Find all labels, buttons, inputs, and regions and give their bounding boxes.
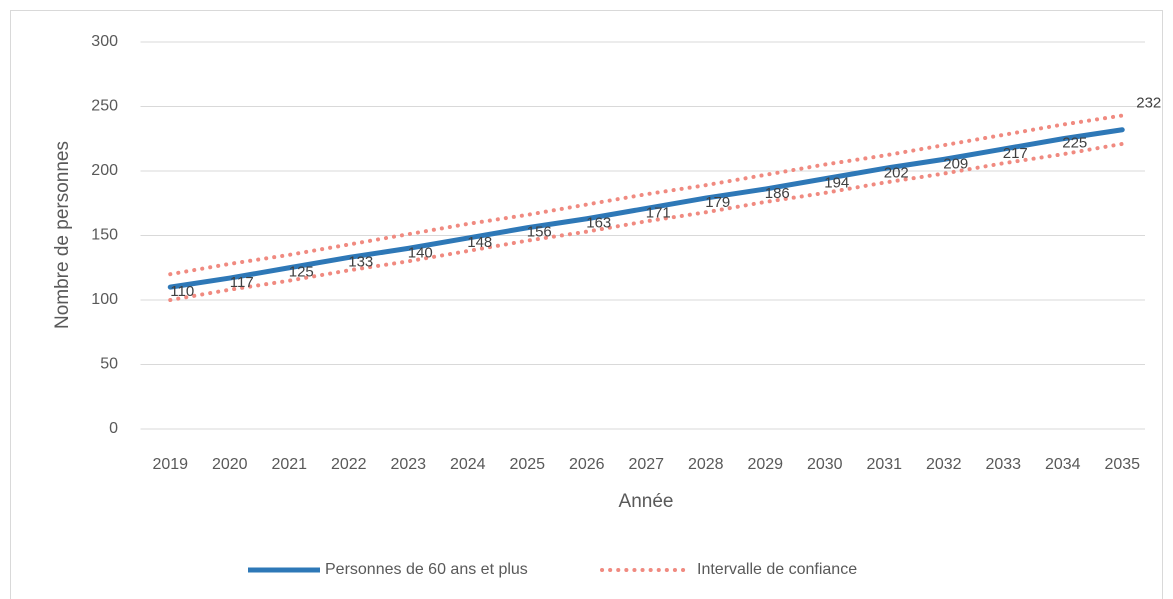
x-tick-label: 2022 <box>331 456 367 473</box>
series-line <box>167 127 1125 290</box>
x-tick-label: 2021 <box>271 456 307 473</box>
chart-border <box>10 10 1163 599</box>
x-tick-label: 2024 <box>450 456 486 473</box>
y-tick-label: 0 <box>109 420 118 437</box>
x-tick-label: 2031 <box>866 456 902 473</box>
x-tick-label: 2027 <box>628 456 664 473</box>
y-tick-label: 50 <box>100 356 118 373</box>
y-tick-label: 300 <box>91 33 118 50</box>
y-tick-label: 100 <box>91 291 118 308</box>
data-label: 110 <box>170 283 194 300</box>
x-tick-label: 2023 <box>390 456 426 473</box>
data-label: 171 <box>646 204 671 221</box>
data-label: 225 <box>1062 135 1087 152</box>
x-tick-label: 2019 <box>152 456 188 473</box>
confidence-lower <box>168 141 1125 302</box>
data-label: 209 <box>943 155 968 172</box>
data-label: 186 <box>765 185 790 202</box>
data-label: 133 <box>348 253 373 270</box>
x-tick-label: 2029 <box>747 456 783 473</box>
x-tick-label: 2020 <box>212 456 248 473</box>
y-tick-label: 150 <box>91 227 118 244</box>
data-label: 140 <box>408 244 433 261</box>
data-label: 148 <box>467 234 492 251</box>
x-tick-label: 2028 <box>688 456 724 473</box>
x-tick-label: 2030 <box>807 456 843 473</box>
x-tick-label: 2025 <box>509 456 545 473</box>
data-label: 117 <box>230 274 254 291</box>
data-label: 202 <box>884 164 909 181</box>
y-tick-label: 200 <box>91 162 118 179</box>
y-axis-title: Nombre de personnes <box>52 141 73 329</box>
data-label: 194 <box>824 175 849 192</box>
data-label: 232 <box>1136 95 1161 112</box>
y-tick-label: 250 <box>91 98 118 115</box>
x-tick-label: 2034 <box>1045 456 1081 473</box>
legend-label: Intervalle de confiance <box>697 561 857 578</box>
data-label: 217 <box>1003 145 1028 162</box>
x-tick-label: 2035 <box>1104 456 1140 473</box>
legend-label: Personnes de 60 ans et plus <box>325 561 528 578</box>
data-label: 179 <box>705 194 730 211</box>
confidence-upper <box>168 113 1125 277</box>
x-axis-title: Année <box>619 491 674 512</box>
data-label: 163 <box>586 215 611 232</box>
x-tick-label: 2033 <box>985 456 1021 473</box>
data-label: 125 <box>289 264 314 281</box>
data-label: 156 <box>527 224 552 241</box>
x-tick-label: 2026 <box>569 456 605 473</box>
x-tick-label: 2032 <box>926 456 962 473</box>
